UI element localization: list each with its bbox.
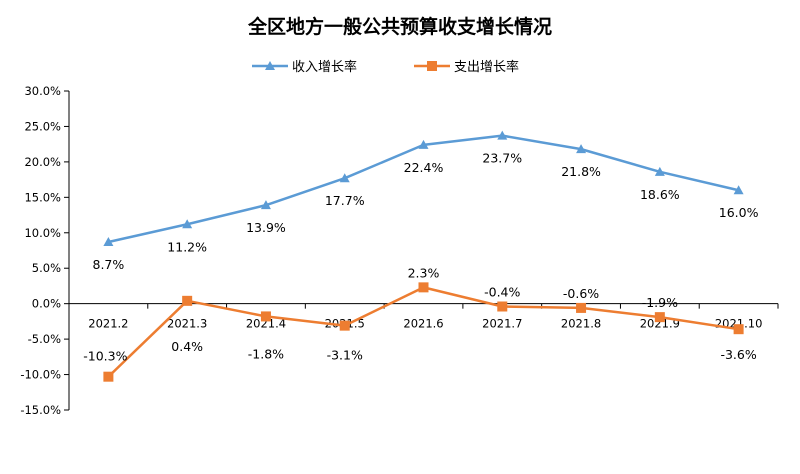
expense-point	[260, 311, 271, 322]
y-tick-label: -10.0%	[20, 368, 61, 382]
legend-item-expense: 支出增长率	[414, 59, 519, 75]
income-data-label: 11.2%	[167, 239, 207, 254]
legend-expense-marker	[427, 61, 437, 71]
data-labels: 8.7% 11.2% 13.9% 17.7% 22.4% 23.7% 21.8% 18.6% 1…	[83, 151, 758, 364]
expense-data-label: -1.9%	[642, 295, 678, 310]
expense-data-label: -3.6%	[720, 347, 756, 362]
x-tick-label: 2021.4	[246, 317, 286, 331]
income-data-label: 13.9%	[246, 220, 286, 235]
y-tick-label: -15.0%	[20, 403, 61, 417]
x-tick-label: 2021.8	[561, 317, 601, 331]
expense-data-label: -3.1%	[327, 348, 363, 363]
income-point	[497, 130, 508, 140]
income-point	[103, 236, 114, 246]
income-data-label: 18.6%	[640, 187, 680, 202]
income-data-label: 21.8%	[561, 164, 601, 179]
legend-income-marker	[265, 61, 275, 70]
legend: 收入增长率 支出增长率	[252, 59, 519, 75]
income-point	[339, 173, 350, 183]
y-axis: 30.0% 25.0% 20.0% 15.0% 10.0% 5.0% 0.0% -5.0% -1…	[20, 84, 70, 417]
y-tick-label: 10.0%	[24, 226, 61, 240]
x-tick-label: 2021.2	[88, 317, 128, 331]
income-point	[182, 219, 193, 229]
x-tick-label: 2021.7	[482, 317, 522, 331]
income-point	[576, 144, 587, 154]
expense-data-label: 0.4%	[171, 339, 203, 354]
legend-expense-label: 支出增长率	[454, 59, 519, 75]
income-data-label: 23.7%	[482, 151, 522, 166]
y-tick-label: 30.0%	[24, 84, 61, 98]
chart-title: 全区地方一般公共预算收支增长情况	[247, 15, 552, 38]
y-tick-label: -5.0%	[28, 332, 61, 346]
y-tick-label: 15.0%	[24, 190, 61, 204]
y-tick-label: 25.0%	[24, 119, 61, 133]
income-point	[654, 166, 665, 176]
legend-income-label: 收入增长率	[292, 59, 357, 75]
series-layer	[103, 130, 744, 382]
income-data-label: 16.0%	[719, 205, 759, 220]
y-tick-label: 5.0%	[32, 261, 61, 275]
expense-point	[339, 320, 350, 331]
expense-point	[418, 282, 429, 293]
expense-point	[182, 295, 193, 306]
expense-data-label: -0.4%	[484, 285, 520, 300]
expense-data-label: -10.3%	[83, 349, 127, 364]
y-tick-label: 20.0%	[24, 155, 61, 169]
expense-point	[576, 302, 587, 313]
expense-data-label: 2.3%	[408, 265, 440, 280]
income-point	[260, 200, 271, 210]
expense-data-label: -0.6%	[563, 286, 599, 301]
income-point	[733, 185, 744, 195]
x-tick-label: 2021.6	[403, 317, 443, 331]
expense-point	[497, 301, 508, 312]
expense-point	[103, 371, 114, 382]
expense-point	[654, 312, 665, 323]
income-data-label: 8.7%	[93, 257, 125, 272]
income-point	[418, 139, 429, 149]
expense-point	[733, 324, 744, 335]
expense-data-label: -1.8%	[248, 346, 284, 361]
income-data-label: 17.7%	[325, 193, 365, 208]
x-tick-label: 2021.3	[167, 317, 207, 331]
legend-item-income: 收入增长率	[252, 59, 357, 75]
y-tick-label: 0.0%	[32, 297, 61, 311]
income-data-label: 22.4%	[404, 160, 444, 175]
x-tick-label: 2021.9	[640, 317, 680, 331]
